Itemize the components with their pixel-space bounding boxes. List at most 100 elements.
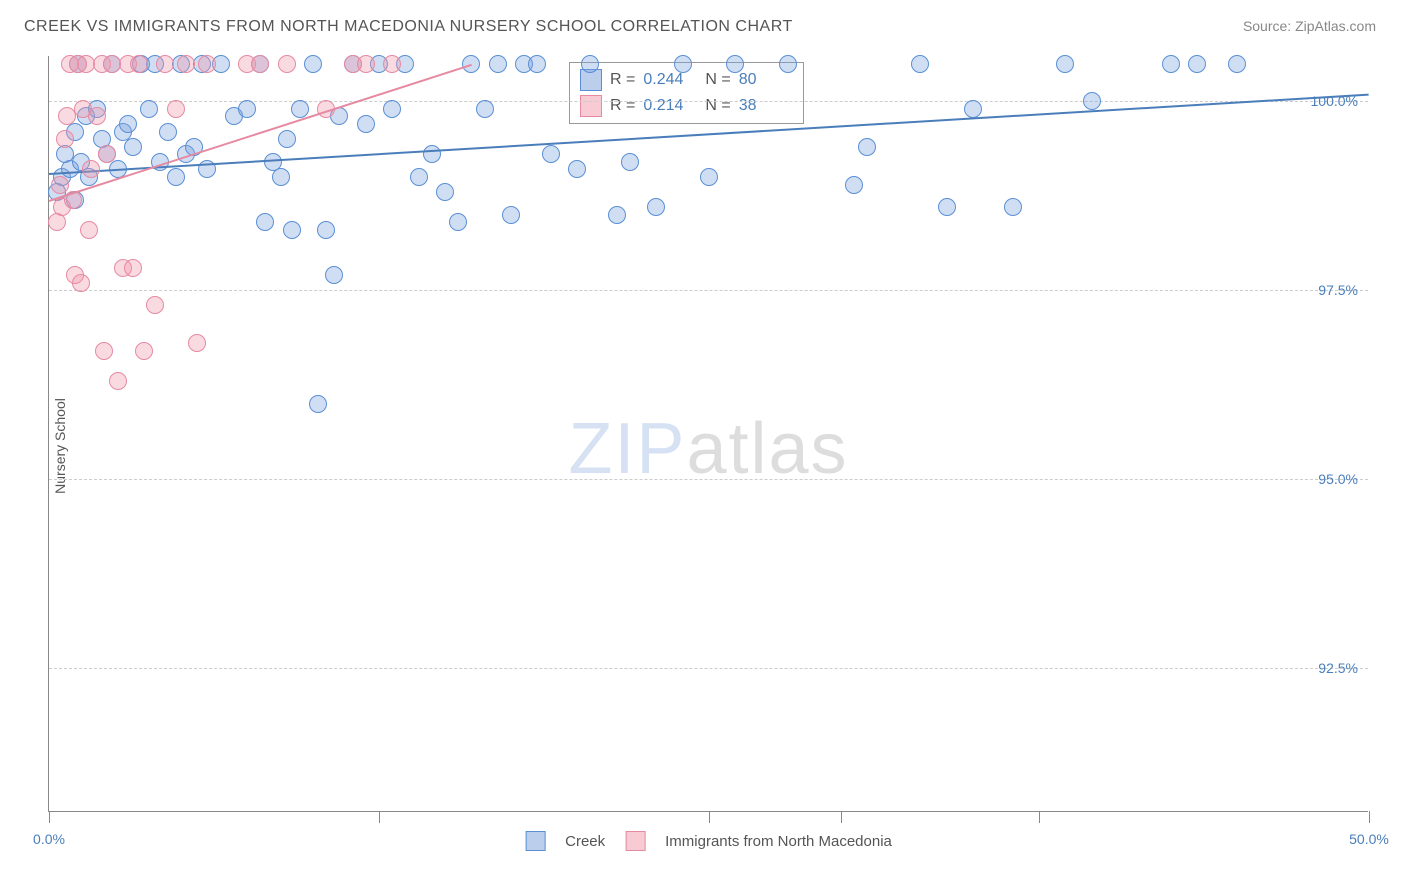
data-point bbox=[95, 342, 113, 360]
data-point bbox=[278, 55, 296, 73]
stat-n-label: N = bbox=[705, 71, 730, 89]
data-point bbox=[1162, 55, 1180, 73]
data-point bbox=[1004, 198, 1022, 216]
data-point bbox=[309, 395, 327, 413]
data-point bbox=[72, 274, 90, 292]
data-point bbox=[383, 55, 401, 73]
gridline bbox=[49, 479, 1368, 480]
data-point bbox=[674, 55, 692, 73]
trendline bbox=[49, 64, 472, 202]
scatter-plot-area: ZIPatlas R = 0.244 N = 80 R = 0.214 N = … bbox=[48, 56, 1368, 812]
data-point bbox=[283, 221, 301, 239]
data-point bbox=[568, 160, 586, 178]
data-point bbox=[410, 168, 428, 186]
xtick bbox=[1039, 811, 1040, 823]
data-point bbox=[621, 153, 639, 171]
data-point bbox=[542, 145, 560, 163]
data-point bbox=[198, 55, 216, 73]
data-point bbox=[278, 130, 296, 148]
xtick bbox=[841, 811, 842, 823]
data-point bbox=[581, 55, 599, 73]
xtick-label: 50.0% bbox=[1349, 831, 1389, 847]
chart-header: CREEK VS IMMIGRANTS FROM NORTH MACEDONIA… bbox=[0, 0, 1406, 46]
watermark-atlas: atlas bbox=[686, 409, 848, 489]
data-point bbox=[938, 198, 956, 216]
legend-label-creek: Creek bbox=[565, 833, 605, 850]
data-point bbox=[51, 176, 69, 194]
data-point bbox=[304, 55, 322, 73]
data-point bbox=[964, 100, 982, 118]
data-point bbox=[80, 221, 98, 239]
stat-n-value-macedonia: 38 bbox=[739, 97, 793, 115]
data-point bbox=[119, 115, 137, 133]
xtick bbox=[1369, 811, 1370, 823]
legend-label-macedonia: Immigrants from North Macedonia bbox=[665, 833, 892, 850]
data-point bbox=[272, 168, 290, 186]
data-point bbox=[383, 100, 401, 118]
data-point bbox=[449, 213, 467, 231]
legend-swatch-pink-icon bbox=[625, 831, 645, 851]
data-point bbox=[124, 138, 142, 156]
data-point bbox=[124, 259, 142, 277]
stat-n-value-creek: 80 bbox=[739, 71, 793, 89]
watermark-zip: ZIP bbox=[568, 409, 686, 489]
data-point bbox=[423, 145, 441, 163]
data-point bbox=[188, 334, 206, 352]
source-attribution: Source: ZipAtlas.com bbox=[1243, 18, 1376, 34]
data-point bbox=[109, 372, 127, 390]
data-point bbox=[256, 213, 274, 231]
data-point bbox=[317, 221, 335, 239]
data-point bbox=[238, 100, 256, 118]
gridline bbox=[49, 668, 1368, 669]
data-point bbox=[135, 342, 153, 360]
data-point bbox=[167, 168, 185, 186]
stat-n-label-2: N = bbox=[705, 97, 730, 115]
data-point bbox=[1056, 55, 1074, 73]
stat-r-label-2: R = bbox=[610, 97, 635, 115]
data-point bbox=[56, 130, 74, 148]
data-point bbox=[528, 55, 546, 73]
data-point bbox=[146, 296, 164, 314]
data-point bbox=[357, 55, 375, 73]
data-point bbox=[858, 138, 876, 156]
data-point bbox=[82, 160, 100, 178]
legend: Creek Immigrants from North Macedonia bbox=[525, 831, 892, 851]
data-point bbox=[476, 100, 494, 118]
data-point bbox=[845, 176, 863, 194]
data-point bbox=[357, 115, 375, 133]
data-point bbox=[502, 206, 520, 224]
data-point bbox=[462, 55, 480, 73]
data-point bbox=[130, 55, 148, 73]
xtick bbox=[379, 811, 380, 823]
data-point bbox=[177, 55, 195, 73]
data-point bbox=[291, 100, 309, 118]
stat-r-value-macedonia: 0.214 bbox=[643, 97, 697, 115]
data-point bbox=[140, 100, 158, 118]
ytick-label: 97.5% bbox=[1318, 282, 1358, 298]
legend-swatch-blue-icon bbox=[525, 831, 545, 851]
data-point bbox=[251, 55, 269, 73]
data-point bbox=[1083, 92, 1101, 110]
data-point bbox=[608, 206, 626, 224]
xtick bbox=[709, 811, 710, 823]
data-point bbox=[436, 183, 454, 201]
watermark: ZIPatlas bbox=[568, 408, 848, 490]
data-point bbox=[325, 266, 343, 284]
swatch-pink-icon bbox=[580, 95, 602, 117]
ytick-label: 95.0% bbox=[1318, 471, 1358, 487]
data-point bbox=[1188, 55, 1206, 73]
data-point bbox=[1228, 55, 1246, 73]
xtick bbox=[49, 811, 50, 823]
gridline bbox=[49, 290, 1368, 291]
data-point bbox=[489, 55, 507, 73]
data-point bbox=[88, 107, 106, 125]
chart-title: CREEK VS IMMIGRANTS FROM NORTH MACEDONIA… bbox=[24, 18, 793, 36]
data-point bbox=[167, 100, 185, 118]
stat-r-value-creek: 0.244 bbox=[643, 71, 697, 89]
data-point bbox=[911, 55, 929, 73]
data-point bbox=[647, 198, 665, 216]
data-point bbox=[779, 55, 797, 73]
data-point bbox=[159, 123, 177, 141]
data-point bbox=[726, 55, 744, 73]
xtick-label: 0.0% bbox=[33, 831, 65, 847]
